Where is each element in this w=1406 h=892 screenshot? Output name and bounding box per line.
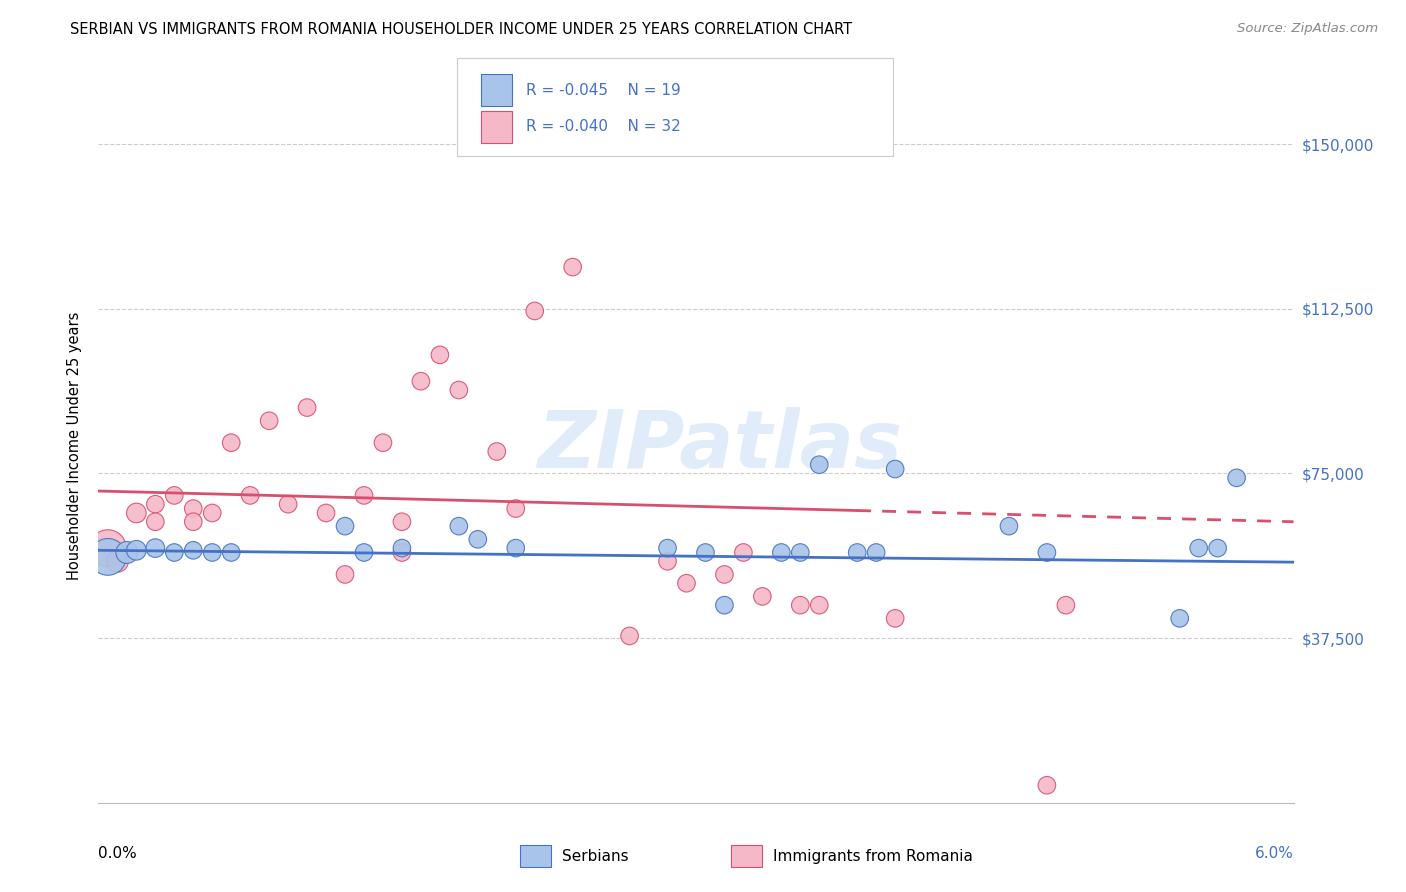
Point — [353, 488, 375, 502]
Point — [561, 260, 583, 274]
Point — [447, 383, 470, 397]
Point — [751, 590, 773, 604]
Point — [770, 545, 793, 559]
Point — [485, 444, 508, 458]
Point — [505, 501, 527, 516]
Point — [97, 549, 120, 564]
Point — [315, 506, 337, 520]
Point — [97, 541, 120, 555]
Point — [675, 576, 697, 591]
Y-axis label: Householder Income Under 25 years: Householder Income Under 25 years — [67, 312, 83, 580]
Point — [1036, 778, 1059, 792]
Text: 6.0%: 6.0% — [1254, 846, 1294, 861]
Point — [115, 545, 138, 559]
Point — [998, 519, 1021, 533]
Text: SERBIAN VS IMMIGRANTS FROM ROMANIA HOUSEHOLDER INCOME UNDER 25 YEARS CORRELATION: SERBIAN VS IMMIGRANTS FROM ROMANIA HOUSE… — [70, 22, 852, 37]
Point — [789, 598, 811, 612]
Point — [1036, 545, 1059, 559]
Point — [447, 519, 470, 533]
Point — [219, 545, 242, 559]
Point — [181, 543, 204, 558]
Point — [695, 545, 717, 559]
Text: R = -0.040    N = 32: R = -0.040 N = 32 — [526, 120, 681, 134]
Point — [371, 435, 394, 450]
Point — [505, 541, 527, 555]
Point — [391, 541, 413, 555]
Point — [143, 497, 166, 511]
Text: Serbians: Serbians — [562, 849, 628, 863]
Point — [353, 545, 375, 559]
Point — [846, 545, 869, 559]
Point — [333, 519, 356, 533]
Point — [1054, 598, 1077, 612]
Point — [333, 567, 356, 582]
Point — [163, 545, 186, 559]
Point — [143, 515, 166, 529]
Point — [257, 414, 280, 428]
Point — [1226, 471, 1249, 485]
Point — [429, 348, 451, 362]
Point — [657, 541, 679, 555]
Point — [1206, 541, 1229, 555]
Point — [295, 401, 318, 415]
Point — [789, 545, 811, 559]
Point — [733, 545, 755, 559]
Point — [181, 501, 204, 516]
Point — [523, 304, 546, 318]
Point — [467, 533, 489, 547]
Point — [277, 497, 299, 511]
Point — [219, 435, 242, 450]
Point — [619, 629, 641, 643]
Point — [201, 545, 224, 559]
Point — [391, 545, 413, 559]
Point — [713, 567, 735, 582]
Point — [163, 488, 186, 502]
Text: R = -0.045    N = 19: R = -0.045 N = 19 — [526, 83, 681, 97]
Point — [409, 374, 432, 388]
Text: ZIPatlas: ZIPatlas — [537, 407, 903, 485]
Text: Source: ZipAtlas.com: Source: ZipAtlas.com — [1237, 22, 1378, 36]
Point — [808, 458, 831, 472]
Text: 0.0%: 0.0% — [98, 846, 138, 861]
Point — [125, 506, 148, 520]
Point — [105, 554, 128, 568]
Point — [201, 506, 224, 520]
Point — [1168, 611, 1191, 625]
Point — [657, 554, 679, 568]
Point — [808, 598, 831, 612]
Point — [143, 541, 166, 555]
Point — [239, 488, 262, 502]
Point — [884, 462, 907, 476]
Point — [713, 598, 735, 612]
Point — [391, 515, 413, 529]
Text: Immigrants from Romania: Immigrants from Romania — [773, 849, 973, 863]
Point — [884, 611, 907, 625]
Point — [865, 545, 887, 559]
Point — [125, 543, 148, 558]
Point — [181, 515, 204, 529]
Point — [1188, 541, 1211, 555]
